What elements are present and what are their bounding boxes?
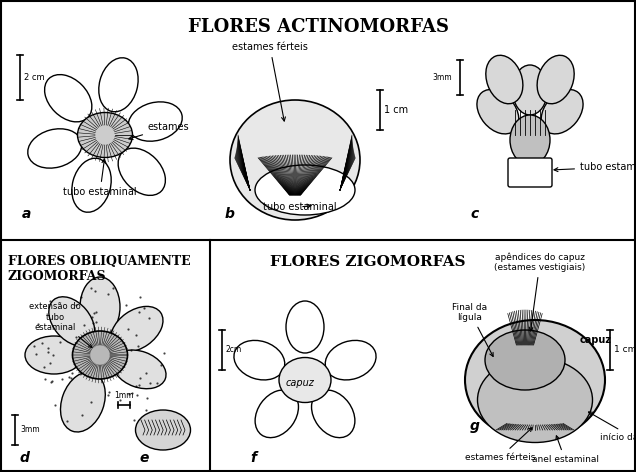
Text: 3mm: 3mm: [432, 73, 452, 82]
Text: Final da
lígula: Final da lígula: [452, 303, 493, 356]
Text: 2cm: 2cm: [226, 346, 242, 354]
Ellipse shape: [279, 357, 331, 403]
FancyBboxPatch shape: [508, 158, 552, 187]
Text: FLORES OBLIQUAMENTE
ZIGOMORFAS: FLORES OBLIQUAMENTE ZIGOMORFAS: [8, 255, 191, 283]
Ellipse shape: [255, 165, 355, 215]
Ellipse shape: [230, 100, 360, 220]
Text: anel estaminal: anel estaminal: [532, 436, 598, 464]
Text: tubo estaminal: tubo estaminal: [263, 202, 337, 212]
Text: f: f: [250, 451, 256, 465]
Ellipse shape: [255, 390, 298, 438]
Ellipse shape: [80, 277, 120, 337]
Text: estames férteis: estames férteis: [465, 428, 535, 462]
Text: extensão do
tubo
estaminal: extensão do tubo estaminal: [29, 302, 92, 347]
Text: 1 cm: 1 cm: [384, 105, 408, 115]
Ellipse shape: [25, 336, 83, 374]
Text: tubo estaminal: tubo estaminal: [63, 159, 137, 197]
Ellipse shape: [234, 340, 285, 380]
Text: g: g: [470, 419, 480, 433]
Text: 1 cm: 1 cm: [614, 346, 636, 354]
Text: capuz: capuz: [580, 335, 612, 345]
Ellipse shape: [111, 306, 163, 352]
Ellipse shape: [73, 331, 127, 379]
Text: a: a: [22, 207, 31, 221]
Ellipse shape: [312, 390, 355, 438]
Ellipse shape: [478, 357, 593, 443]
Text: FLORES ACTINOMORFAS: FLORES ACTINOMORFAS: [188, 18, 448, 36]
Ellipse shape: [465, 320, 605, 440]
Ellipse shape: [118, 148, 165, 195]
Text: início da lígula: início da lígula: [588, 412, 636, 442]
Text: estames férteis: estames férteis: [232, 42, 308, 121]
Text: apêndices do capuz
(estames vestigiais): apêndices do capuz (estames vestigiais): [494, 252, 586, 331]
Ellipse shape: [477, 90, 519, 134]
Ellipse shape: [537, 55, 574, 104]
Ellipse shape: [541, 90, 583, 134]
Ellipse shape: [49, 297, 95, 346]
Ellipse shape: [513, 65, 548, 115]
Text: capuz: capuz: [286, 378, 314, 388]
Text: 1mm: 1mm: [114, 391, 134, 400]
Ellipse shape: [60, 372, 106, 432]
Text: c: c: [470, 207, 478, 221]
Text: estames: estames: [129, 122, 190, 140]
Ellipse shape: [28, 129, 82, 168]
Ellipse shape: [113, 350, 166, 389]
Ellipse shape: [486, 55, 523, 104]
Ellipse shape: [135, 410, 191, 450]
Ellipse shape: [99, 58, 138, 112]
Text: e: e: [140, 451, 149, 465]
Text: b: b: [225, 207, 235, 221]
Ellipse shape: [45, 75, 92, 122]
Text: d: d: [20, 451, 30, 465]
Ellipse shape: [72, 158, 111, 212]
Ellipse shape: [510, 115, 550, 165]
Ellipse shape: [128, 102, 183, 141]
Text: FLORES ZIGOMORFAS: FLORES ZIGOMORFAS: [270, 255, 466, 269]
Ellipse shape: [325, 340, 376, 380]
Text: 2 cm: 2 cm: [24, 73, 45, 82]
Ellipse shape: [78, 112, 132, 158]
Ellipse shape: [286, 301, 324, 353]
Ellipse shape: [485, 330, 565, 390]
Text: tubo estaminal: tubo estaminal: [554, 162, 636, 172]
Text: 3mm: 3mm: [20, 425, 39, 435]
